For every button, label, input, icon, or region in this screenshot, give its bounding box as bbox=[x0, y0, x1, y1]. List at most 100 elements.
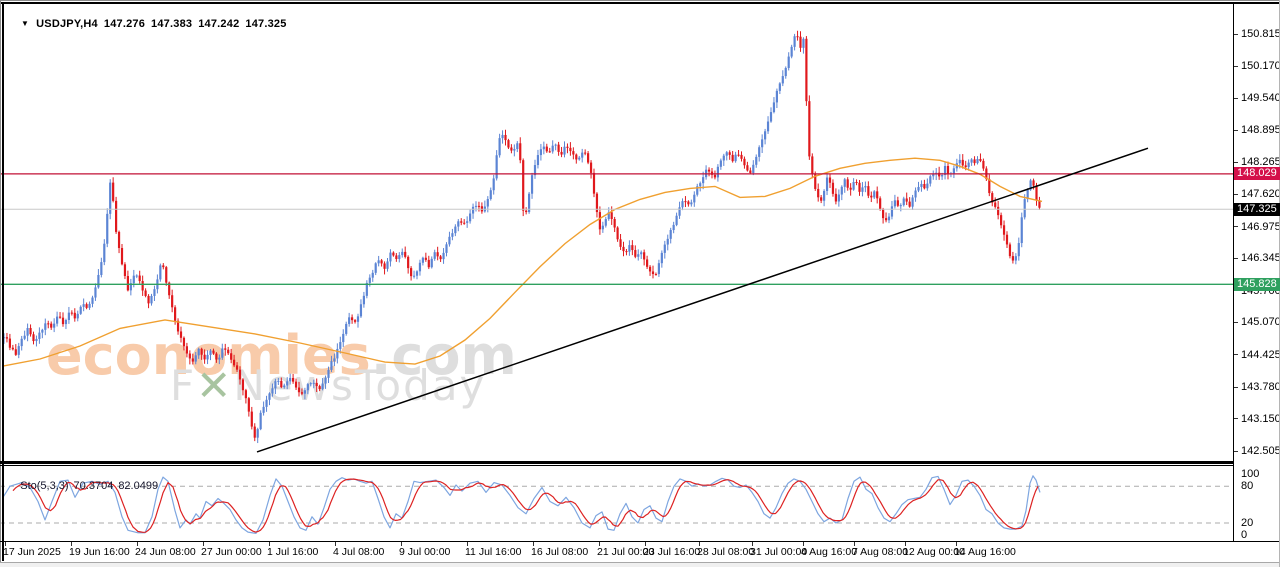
candle-body bbox=[1026, 189, 1029, 200]
candle-body bbox=[879, 198, 882, 210]
candle-body bbox=[566, 146, 569, 148]
stoch-axis-label: 100 bbox=[1241, 468, 1260, 480]
candle-body bbox=[873, 191, 876, 198]
candle-body bbox=[932, 174, 935, 177]
candle-body bbox=[923, 183, 926, 189]
candle-body bbox=[424, 257, 427, 260]
candle-body bbox=[646, 259, 649, 267]
candle-body bbox=[713, 174, 717, 178]
candle-body bbox=[790, 46, 793, 57]
price-axis-label: 146.345 bbox=[1241, 252, 1280, 265]
candle-body bbox=[374, 263, 377, 273]
candle-body bbox=[734, 154, 737, 162]
price-axis-tick bbox=[1233, 321, 1238, 323]
candle-body bbox=[8, 338, 11, 348]
time-axis-tick bbox=[803, 541, 804, 546]
candle-body bbox=[651, 271, 655, 275]
time-axis-tick bbox=[203, 541, 204, 546]
candle-body bbox=[545, 146, 548, 152]
candle-body bbox=[548, 151, 551, 153]
candle-body bbox=[607, 212, 610, 220]
candle-body bbox=[141, 281, 144, 291]
indicator-k-value: 70.3704 bbox=[73, 480, 114, 492]
price-axis-label: 147.620 bbox=[1241, 188, 1280, 201]
candle-body bbox=[581, 152, 584, 158]
symbol-dropdown-icon[interactable]: ▼ bbox=[21, 19, 30, 28]
candle-body bbox=[938, 172, 941, 177]
candle-body bbox=[929, 176, 932, 184]
candle-body bbox=[554, 144, 557, 146]
candle-body bbox=[495, 155, 498, 179]
stochastic-d-line bbox=[12, 478, 1039, 533]
candle-body bbox=[584, 152, 587, 154]
candle-body bbox=[315, 382, 318, 387]
price-badge: 148.029 bbox=[1234, 167, 1280, 181]
ohlc-close: 147.325 bbox=[245, 18, 287, 30]
stoch-axis-label: 80 bbox=[1241, 480, 1254, 493]
candle-body bbox=[277, 380, 280, 382]
stochastic-canvas[interactable] bbox=[0, 466, 1233, 541]
candle-body bbox=[300, 392, 304, 394]
price-axis-tick bbox=[1233, 418, 1238, 420]
candle-body bbox=[828, 177, 832, 183]
candle-body bbox=[710, 171, 714, 175]
candle-body bbox=[572, 151, 575, 155]
candle-body bbox=[294, 381, 298, 388]
candle-body bbox=[233, 359, 236, 366]
candle-body bbox=[147, 295, 150, 304]
time-axis-label: 19 Jun 16:00 bbox=[69, 546, 130, 558]
candle-body bbox=[64, 320, 68, 325]
ascending-trendline[interactable] bbox=[256, 147, 1149, 453]
price-axis-tick bbox=[1233, 257, 1238, 259]
price-axis-label: 143.150 bbox=[1241, 412, 1280, 425]
candle-body bbox=[781, 76, 784, 84]
candle-body bbox=[442, 252, 445, 260]
candle-body bbox=[1035, 185, 1038, 201]
candle-body bbox=[103, 243, 106, 263]
candle-body bbox=[35, 338, 38, 342]
candle-body bbox=[218, 357, 221, 360]
candle-body bbox=[50, 323, 53, 328]
candle-body bbox=[498, 138, 501, 156]
candle-body bbox=[837, 194, 840, 202]
candle-body bbox=[525, 210, 528, 213]
price-axis-tick bbox=[1233, 386, 1238, 388]
candle-body bbox=[38, 332, 41, 339]
candle-body bbox=[749, 170, 752, 173]
candle-body bbox=[168, 282, 171, 296]
candle-body bbox=[244, 390, 247, 399]
chart-top-border bbox=[0, 2, 1280, 4]
candle-body bbox=[14, 349, 17, 355]
candle-body bbox=[1032, 180, 1035, 186]
candle-body bbox=[67, 312, 70, 321]
candle-body bbox=[1000, 215, 1003, 226]
candle-body bbox=[112, 182, 115, 201]
candle-body bbox=[389, 252, 392, 262]
candle-body bbox=[215, 353, 218, 360]
time-axis-tick bbox=[335, 541, 336, 546]
candle-body bbox=[820, 197, 823, 201]
candle-body bbox=[185, 346, 188, 354]
time-axis-tick bbox=[599, 541, 600, 546]
candle-body bbox=[678, 207, 681, 216]
price-axis-tick bbox=[1233, 450, 1238, 452]
time-axis-label: 24 Jun 08:00 bbox=[135, 546, 196, 558]
candle-body bbox=[109, 182, 112, 214]
candle-body bbox=[681, 201, 684, 208]
time-axis-label: 16 Jul 08:00 bbox=[531, 546, 589, 558]
price-axis-tick bbox=[1233, 33, 1238, 35]
candle-body bbox=[58, 316, 62, 318]
candle-body bbox=[994, 202, 997, 207]
candle-body bbox=[100, 262, 103, 275]
candle-body bbox=[359, 304, 363, 317]
stoch-bottom-border bbox=[0, 541, 1280, 542]
candle-body bbox=[106, 213, 109, 244]
candle-body bbox=[628, 245, 631, 252]
time-axis-label: 1 Jul 16:00 bbox=[267, 546, 319, 558]
candle-body bbox=[29, 328, 32, 335]
candle-body bbox=[150, 295, 153, 304]
candle-body bbox=[631, 245, 634, 251]
candle-body bbox=[557, 144, 560, 152]
candle-body bbox=[882, 209, 885, 219]
